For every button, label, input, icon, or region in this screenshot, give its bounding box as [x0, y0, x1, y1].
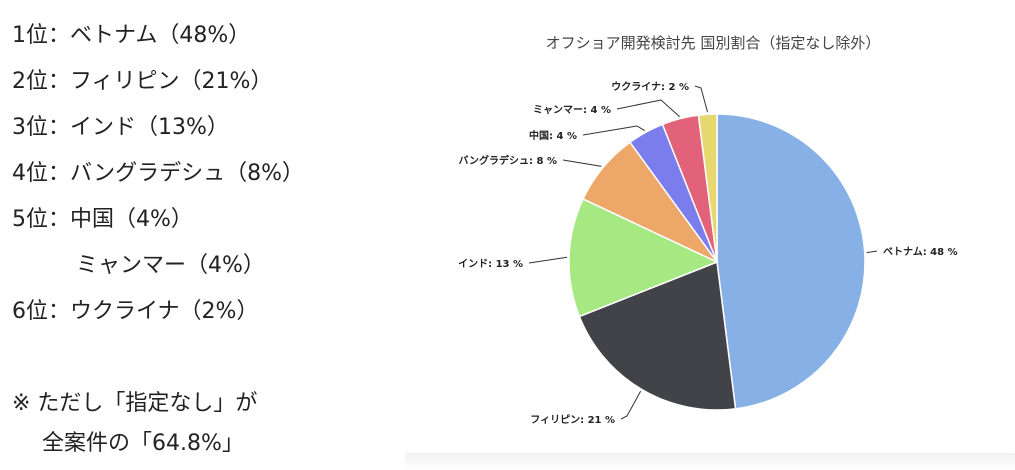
pie-leader-line	[694, 85, 709, 113]
ranking-item: 4位：バングラデシュ（8%）	[12, 154, 392, 200]
pie-slice	[578, 260, 737, 411]
pie-slices	[568, 113, 866, 411]
ranking-item-label: 2位：フィリピン（21%）	[12, 69, 273, 94]
pie-slice-label: バングラデシュ: 8 %	[459, 154, 557, 167]
ranking-item-label: 3位：インド（13%）	[12, 115, 229, 140]
pie-leader-line	[866, 250, 878, 254]
pie-slice-label: インド: 13 %	[458, 258, 523, 270]
pie-slice-label: フィリピン: 21 %	[530, 414, 615, 426]
pie-leader-line	[528, 256, 568, 264]
note-line-2: 全案件の「64.8%」	[42, 431, 244, 456]
pie-slice	[568, 197, 719, 318]
ranking-item: ミャンマー（4%）	[12, 246, 392, 292]
ranking-item-label: 4位：バングラデシュ（8%）	[12, 161, 304, 186]
pie-leader-line	[620, 390, 642, 420]
pie-leader-lines	[528, 85, 878, 420]
pie-slice-label: ベトナム: 48 %	[883, 246, 958, 258]
pie-slice	[716, 113, 866, 410]
pie-slice-label: ミャンマー: 4 %	[533, 104, 611, 116]
pie-slice-label: 中国: 4 %	[529, 129, 577, 142]
chart-title: オフショア開発検討先 国別割合（指定なし除外）	[546, 34, 881, 52]
note-line-1: ※ ただし「指定なし」が	[12, 391, 258, 416]
ranking-item: 5位：中国（4%）	[12, 200, 392, 246]
pie-leader-line	[616, 99, 681, 118]
ranking-item-label: 6位：ウクライナ（2%）	[12, 299, 259, 324]
pie-leader-line	[562, 159, 602, 167]
pie-chart: オフショア開発検討先 国別割合（指定なし除外） ベトナム: 48 % フィリピン:…	[458, 34, 958, 426]
ranking-item: 1位：ベトナム（48%）	[12, 16, 392, 62]
ranking-item: 6位：ウクライナ（2%）	[12, 292, 392, 338]
ranking-item: 2位：フィリピン（21%）	[12, 62, 392, 108]
pie-leader-line	[582, 125, 645, 136]
ranking-item-label: 5位：中国（4%）	[12, 207, 193, 232]
ranking-list: 1位：ベトナム（48%） 2位：フィリピン（21%） 3位：インド（13%） 4位：バ…	[12, 16, 392, 338]
pie-slice	[697, 113, 718, 263]
ranking-item-label: 1位：ベトナム（48%）	[12, 23, 251, 48]
pie-slice-label: ウクライナ: 2 %	[611, 81, 689, 93]
note: ※ ただし「指定なし」が 全案件の「64.8%」	[12, 384, 257, 464]
pie-labels: ベトナム: 48 % フィリピン: 21 % インド: 13 % バングラデシュ: 8…	[458, 81, 958, 426]
chart-panel: オフショア開発検討先 国別割合（指定なし除外） ベトナム: 48 % フィリピン:…	[405, 0, 1015, 455]
ranking-item-label: ミャンマー（4%）	[76, 253, 265, 278]
ranking-item: 3位：インド（13%）	[12, 108, 392, 154]
chart-panel-shadow	[405, 453, 1015, 470]
